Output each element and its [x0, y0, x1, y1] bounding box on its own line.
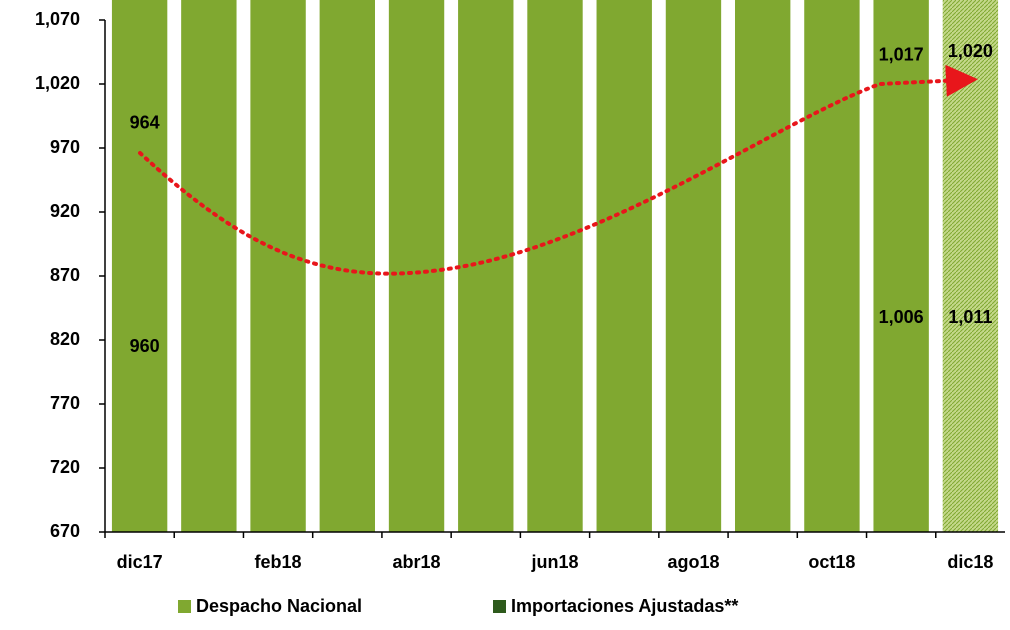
x-tick-label: abr18 [393, 552, 441, 572]
data-label: 1,006 [879, 307, 924, 327]
legend-swatch [493, 600, 506, 613]
y-tick-label: 820 [50, 329, 80, 349]
bar-segment [942, 0, 999, 532]
bar-segment [111, 0, 168, 533]
bar-segment [319, 0, 375, 533]
y-tick-label: 720 [50, 457, 80, 477]
bar-segment [181, 0, 237, 532]
bar-segment [873, 0, 929, 533]
bar-segment [250, 0, 306, 532]
y-tick-label: 1,070 [35, 9, 80, 29]
y-tick-label: 670 [50, 521, 80, 541]
x-tick-label: feb18 [255, 552, 302, 572]
bar-segment [596, 0, 652, 532]
bar-segment [388, 0, 445, 533]
y-tick-label: 870 [50, 265, 80, 285]
x-tick-label: dic17 [117, 552, 163, 572]
y-tick-label: 920 [50, 201, 80, 221]
total-label: 964 [130, 112, 160, 132]
x-tick-label: ago18 [667, 552, 719, 572]
x-tick-label: oct18 [808, 552, 855, 572]
total-label: 1,020 [948, 41, 993, 61]
y-tick-label: 1,020 [35, 73, 80, 93]
legend-label: Despacho Nacional [196, 596, 362, 616]
legend-swatch [178, 600, 191, 613]
total-label: 1,017 [879, 45, 924, 65]
bar-segment [804, 0, 860, 533]
data-label: 960 [130, 336, 160, 356]
x-tick-label: jun18 [530, 552, 578, 572]
y-tick-label: 970 [50, 137, 80, 157]
x-tick-label: dic18 [947, 552, 993, 572]
data-label: 1,011 [948, 307, 992, 327]
bar-segment [665, 0, 722, 532]
trend-line [138, 64, 978, 276]
bar-segment [735, 0, 791, 533]
bar-segment [527, 0, 583, 533]
y-tick-label: 770 [50, 393, 80, 413]
legend-label: Importaciones Ajustadas** [511, 596, 738, 616]
